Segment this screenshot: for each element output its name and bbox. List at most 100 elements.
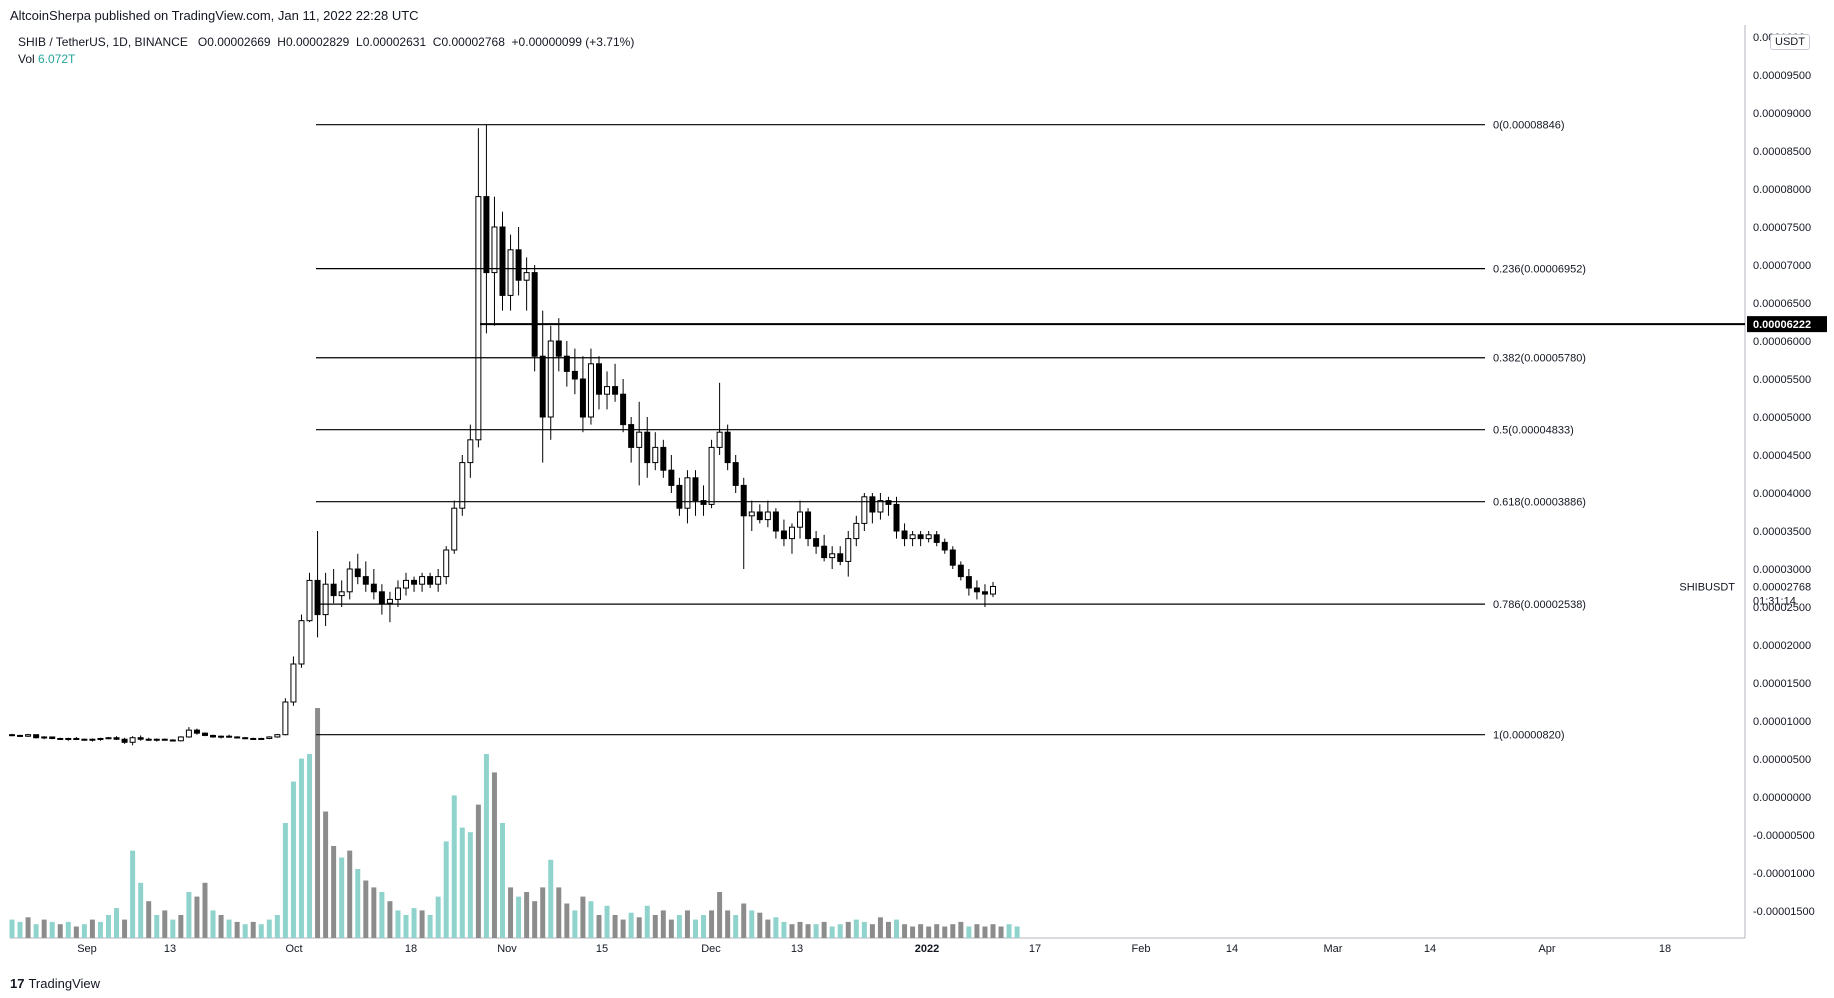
candle-up: [266, 736, 273, 739]
fib-level-label: 0.618(0.00003886): [1493, 497, 1586, 509]
candle-down: [756, 511, 763, 521]
candle-up: [25, 734, 32, 737]
price-tick-label: 0.00000000: [1753, 792, 1811, 804]
candle-down: [378, 591, 385, 604]
candle-up: [185, 729, 192, 738]
volume-bar: [451, 795, 457, 938]
candle-down: [676, 484, 683, 509]
candle-down: [965, 576, 972, 589]
volume-bar: [845, 921, 851, 938]
volume-bar: [138, 882, 144, 938]
price-tick-label: 0.00004500: [1753, 450, 1811, 462]
volume-bar: [628, 912, 634, 938]
volume-bar: [298, 758, 304, 938]
volume-bar: [17, 921, 23, 938]
currency-badge[interactable]: USDT: [1770, 34, 1810, 50]
candle-down: [427, 576, 434, 585]
price-tick-label: 0.00008000: [1753, 184, 1811, 196]
volume-bar: [97, 921, 103, 938]
candle-down: [620, 393, 627, 426]
price-tick-label: 0.00008500: [1753, 146, 1811, 158]
candle-down: [981, 591, 988, 595]
candle-down: [732, 462, 739, 486]
volume-bar: [9, 919, 15, 938]
candle-up: [716, 431, 723, 448]
candle-up: [105, 737, 112, 740]
volume-bar: [652, 915, 658, 938]
candle-down: [515, 249, 522, 281]
volume-bar: [339, 857, 345, 938]
volume-bar: [483, 754, 489, 938]
price-tick-label: 0.00004000: [1753, 488, 1811, 500]
price-tick-label: 0.00009500: [1753, 70, 1811, 82]
candle-down: [780, 530, 787, 540]
high-label: H: [277, 35, 286, 49]
candle-up: [475, 196, 482, 441]
volume-bar: [315, 708, 321, 938]
volume-bar: [660, 910, 666, 938]
candle-up: [829, 553, 836, 559]
volume-bar: [580, 896, 586, 938]
fib-level-label: 1(0.00000820): [1493, 730, 1565, 742]
volume-bar: [65, 921, 71, 938]
volume-bar: [572, 910, 578, 938]
volume-bar: [202, 882, 208, 938]
volume-bar: [692, 919, 698, 938]
candle-down: [563, 355, 570, 372]
candle-down: [354, 568, 361, 578]
volume-bar: [89, 919, 95, 938]
volume-bar: [612, 915, 618, 938]
published-header: AltcoinSherpa published on TradingView.c…: [10, 8, 419, 23]
volume-bar: [41, 919, 47, 938]
candle-down: [628, 424, 635, 448]
volume-bar: [258, 924, 264, 938]
high-value: 0.00002829: [285, 35, 350, 49]
countdown-label: 01:31:14: [1753, 596, 1796, 608]
fib-level-label: 0.5(0.00004833): [1493, 425, 1574, 437]
candle-up: [394, 587, 401, 600]
volume-bar: [1014, 926, 1020, 938]
volume-bar: [749, 910, 755, 938]
volume-bar: [974, 924, 980, 938]
volume-bar: [837, 924, 843, 938]
candle-up: [909, 534, 916, 540]
volume-bar: [500, 823, 505, 938]
volume-bar: [81, 924, 87, 938]
candle-down: [612, 386, 619, 395]
volume-bar: [540, 887, 546, 938]
candle-down: [724, 431, 731, 464]
volume-bar: [717, 892, 723, 938]
volume-bar: [934, 924, 940, 938]
tradingview-logo[interactable]: 17 TradingView: [10, 976, 100, 991]
volume-bar: [588, 901, 594, 938]
candle-up: [435, 576, 442, 585]
candle-down: [33, 734, 40, 739]
volume-bar: [323, 811, 329, 938]
volume-bar: [57, 924, 63, 938]
candle-up: [764, 511, 771, 521]
fib-level-label: 0.786(0.00002538): [1493, 599, 1586, 611]
candle-down: [957, 564, 964, 578]
volume-bar: [885, 921, 891, 938]
candle-down: [813, 538, 820, 547]
volume-bar: [419, 910, 425, 938]
candle-up: [877, 500, 884, 513]
volume-bar: [950, 924, 956, 938]
volume-bar: [982, 926, 988, 938]
candle-up: [65, 737, 72, 740]
symbol-tag-label: SHIBUSDT: [1679, 582, 1735, 594]
candle-down: [885, 500, 892, 505]
candle-down: [201, 732, 208, 736]
volume-bar: [741, 903, 747, 938]
volume-bar: [266, 919, 272, 938]
candle-up: [652, 446, 659, 464]
tradingview-logo-icon: 17: [10, 976, 25, 991]
candle-down: [499, 226, 506, 296]
volume-bar: [210, 910, 216, 938]
candle-up: [604, 386, 611, 395]
volume-bar: [910, 926, 916, 938]
volume-bar: [307, 754, 313, 938]
time-tick-label: 14: [1226, 943, 1238, 955]
candle-down: [595, 363, 602, 395]
